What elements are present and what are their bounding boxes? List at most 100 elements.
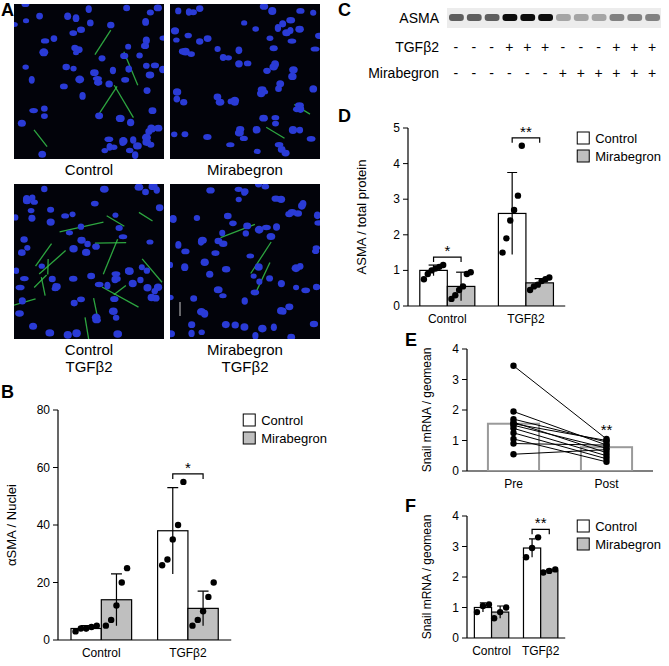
- nucleus: [119, 137, 128, 145]
- band-label: ASMA: [399, 10, 439, 26]
- legend-swatch: [577, 132, 589, 144]
- nucleus: [77, 26, 85, 33]
- nucleus: [270, 45, 278, 51]
- pair-line: [514, 450, 607, 455]
- nucleus: [77, 296, 85, 302]
- actin-fibre: [102, 287, 139, 307]
- nucleus: [28, 208, 35, 213]
- nucleus: [240, 323, 248, 331]
- nucleus: [144, 87, 151, 94]
- legend-swatch: [577, 150, 589, 162]
- nucleus: [222, 266, 230, 272]
- point: [515, 192, 521, 198]
- band: [467, 14, 482, 21]
- nucleus: [170, 295, 174, 301]
- band: [485, 14, 500, 21]
- y-tick-label: 0: [393, 299, 400, 313]
- nucleus: [105, 80, 113, 87]
- pair-line: [514, 439, 607, 462]
- nucleus: [246, 253, 254, 258]
- nucleus: [278, 146, 286, 153]
- nucleus: [179, 48, 187, 54]
- y-tick: [403, 234, 408, 235]
- image-background: [170, 184, 320, 339]
- actin-fibre: [142, 259, 162, 282]
- legend-swatch: [243, 432, 255, 444]
- nucleus: [255, 263, 263, 270]
- sign: +: [612, 65, 620, 81]
- nucleus: [197, 308, 206, 316]
- nucleus: [175, 241, 181, 249]
- nucleus: [104, 282, 110, 290]
- nucleus: [137, 277, 143, 284]
- x-tick-label: Control: [428, 312, 467, 326]
- sign: +: [630, 39, 638, 55]
- nucleus: [255, 184, 262, 187]
- nucleus: [224, 213, 232, 220]
- nucleus: [29, 323, 37, 330]
- nucleus: [18, 249, 26, 256]
- nucleus: [310, 321, 318, 328]
- nucleus: [301, 288, 310, 294]
- nucleus: [139, 264, 145, 270]
- error-bar: [116, 574, 117, 626]
- image-background: [170, 4, 320, 159]
- legend-label: Control: [261, 413, 303, 428]
- nucleus: [92, 244, 100, 250]
- y-tick-label: 3: [452, 540, 459, 554]
- x-tick-label: TGFβ2: [169, 646, 207, 660]
- nucleus: [127, 119, 134, 127]
- y-tick: [462, 440, 467, 441]
- nucleus: [244, 61, 251, 67]
- nucleus: [159, 66, 164, 73]
- legend-swatch: [577, 538, 589, 550]
- point: [546, 274, 552, 280]
- nucleus: [278, 280, 285, 287]
- legend: ControlMirabegron: [577, 519, 661, 552]
- nucleus: [87, 20, 94, 27]
- sign: +: [648, 39, 656, 55]
- nucleus: [154, 125, 162, 132]
- data-group: [474, 534, 559, 638]
- point: [175, 522, 181, 528]
- nucleus: [314, 212, 320, 220]
- y-tick-label: 2: [452, 570, 459, 584]
- y-tick: [462, 471, 467, 472]
- y-tick-label: 1: [393, 263, 400, 277]
- band: [645, 14, 660, 21]
- nucleus: [188, 321, 195, 328]
- nucleus: [119, 234, 128, 239]
- point: [486, 601, 492, 607]
- nucleus: [188, 330, 194, 337]
- data-group: [420, 143, 554, 306]
- legend: ControlMirabegron: [577, 131, 661, 164]
- panel-letter: C: [338, 0, 351, 20]
- nucleus: [95, 112, 103, 119]
- nucleus: [136, 53, 142, 59]
- nucleus: [206, 187, 214, 193]
- nucleus: [91, 201, 99, 207]
- actin-fibre: [60, 222, 104, 232]
- nucleus: [261, 89, 268, 94]
- error-cap: [507, 172, 517, 173]
- nucleus: [275, 24, 281, 32]
- nucleus: [229, 221, 236, 227]
- error-cap: [497, 605, 503, 606]
- band: [627, 14, 642, 21]
- nucleus: [90, 69, 99, 76]
- nucleus: [203, 134, 211, 140]
- actin-fibre: [47, 259, 49, 274]
- actin-fibre: [114, 285, 126, 294]
- nucleus: [252, 26, 259, 31]
- caption: Control: [41, 161, 137, 178]
- error-cap: [111, 573, 122, 574]
- pair-line: [514, 444, 607, 446]
- nucleus: [266, 275, 273, 281]
- nucleus: [23, 195, 30, 203]
- nucleus: [268, 7, 276, 15]
- point: [164, 556, 170, 562]
- y-tick: [403, 128, 408, 129]
- sign: -: [578, 39, 583, 55]
- significance: **: [520, 123, 532, 140]
- nucleus: [15, 310, 24, 316]
